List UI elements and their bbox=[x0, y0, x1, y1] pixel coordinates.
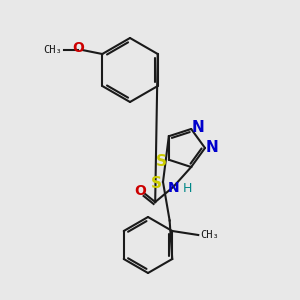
Text: N: N bbox=[167, 181, 179, 195]
Text: S: S bbox=[156, 154, 167, 169]
Text: H: H bbox=[183, 182, 193, 194]
Text: O: O bbox=[134, 184, 146, 198]
Text: S: S bbox=[151, 176, 161, 190]
Text: N: N bbox=[206, 140, 218, 155]
Text: N: N bbox=[192, 121, 205, 136]
Text: CH₃: CH₃ bbox=[44, 45, 62, 55]
Text: CH₃: CH₃ bbox=[200, 230, 219, 240]
Text: O: O bbox=[72, 41, 84, 55]
